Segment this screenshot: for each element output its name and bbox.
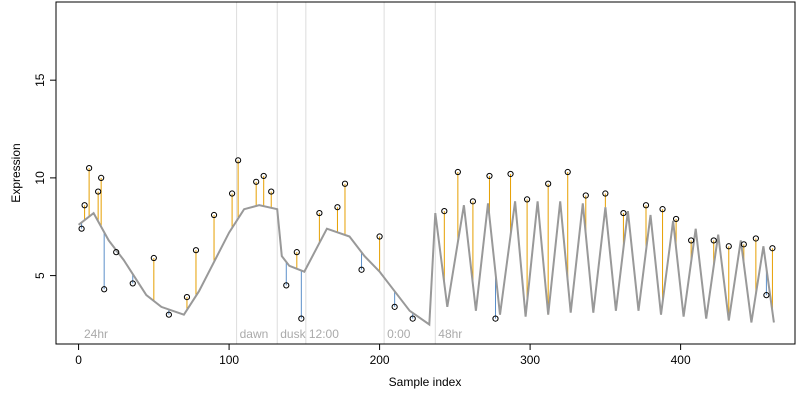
data-point (78, 225, 85, 232)
data-point (293, 249, 300, 256)
data-point (752, 235, 759, 242)
data-point (253, 178, 260, 185)
data-point (620, 209, 627, 217)
data-point (391, 303, 398, 310)
data-point (469, 198, 477, 205)
data-point (409, 315, 416, 322)
data-point (341, 180, 349, 187)
data-point (492, 315, 499, 322)
residual-lines (81, 160, 773, 321)
data-point (98, 174, 105, 181)
data-point (602, 190, 609, 197)
vertical-marker-label: 0:00 (387, 327, 411, 341)
x-axis: 0 100 200 300 400 (75, 343, 691, 367)
y-axis-label: Expression (9, 143, 23, 202)
data-point (582, 192, 589, 199)
x-tick-label: 0 (75, 353, 82, 367)
data-point (642, 202, 650, 209)
fitted-curve (77, 201, 775, 327)
data-point (95, 188, 102, 195)
x-tick-label: 200 (370, 353, 390, 367)
x-tick-label: 400 (671, 353, 691, 367)
data-point (358, 266, 365, 273)
y-tick-label: 10 (33, 171, 47, 185)
data-point (298, 315, 305, 322)
data-point (376, 233, 383, 240)
x-axis-label: Sample index (389, 375, 462, 389)
vertical-marker-label: 48hr (438, 327, 462, 341)
plot-frame (55, 1, 796, 345)
vertical-marker-label: 12:00 (309, 327, 339, 341)
data-point (283, 282, 290, 289)
data-point (228, 190, 236, 197)
data-point (564, 168, 571, 176)
vertical-marker-label: dusk (280, 327, 306, 341)
vertical-markers (236, 2, 436, 344)
data-point (235, 157, 242, 164)
data-point (86, 165, 93, 172)
y-tick-label: 15 (33, 73, 47, 87)
data-point (769, 245, 776, 252)
fitted-curve-line (77, 201, 775, 327)
data-point (192, 247, 200, 254)
x-tick-label: 300 (520, 353, 540, 367)
x-tick-label: 100 (219, 353, 239, 367)
data-point (486, 172, 493, 180)
data-point (545, 180, 552, 187)
data-point (454, 168, 461, 176)
data-point (316, 209, 323, 217)
data-point (507, 170, 514, 178)
data-point (150, 254, 157, 262)
corner-label: 24hr (84, 327, 108, 341)
vertical-marker-label: dawn (240, 327, 269, 341)
data-point (763, 292, 770, 299)
data-point (183, 293, 191, 301)
data-point (101, 286, 108, 293)
data-point (659, 206, 666, 213)
data-point (334, 204, 341, 211)
data-point (710, 237, 717, 244)
data-point (268, 188, 275, 195)
observed-points (78, 157, 776, 322)
data-point (81, 202, 88, 209)
data-point (165, 311, 172, 318)
data-point (740, 241, 747, 248)
data-point (523, 196, 531, 203)
marker-labels: dawn dusk 12:00 0:00 48hr (240, 327, 463, 341)
data-point (260, 172, 267, 180)
y-tick-label: 5 (33, 272, 47, 279)
data-point (672, 215, 680, 223)
data-point (113, 249, 120, 256)
data-point (725, 243, 732, 250)
y-axis: 5 10 15 (33, 73, 57, 279)
data-point (129, 280, 136, 287)
data-point (688, 237, 695, 244)
data-point (210, 211, 218, 219)
data-point (441, 208, 448, 215)
